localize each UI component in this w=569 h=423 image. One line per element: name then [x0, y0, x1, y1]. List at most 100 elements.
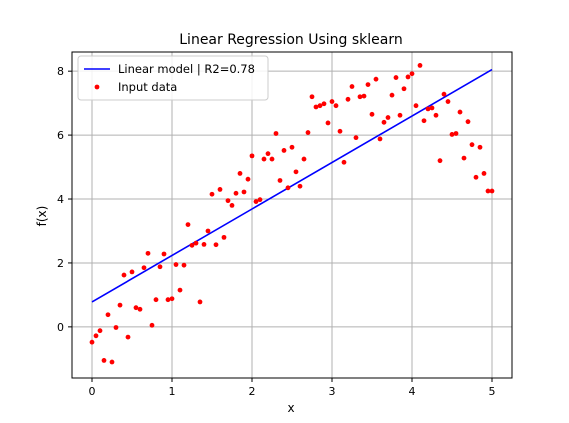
data-point: [121, 272, 127, 278]
data-point: [461, 155, 467, 161]
x-tick-label: 1: [169, 385, 176, 398]
data-point: [305, 130, 311, 135]
data-point: [169, 296, 175, 302]
chart-title: Linear Regression Using sklearn: [179, 32, 403, 48]
axis-ticks: 0 1 2 3 4 5 0 2 4 6 8: [57, 65, 496, 398]
data-point: [157, 264, 163, 270]
data-point: [429, 105, 435, 111]
data-point: [181, 262, 187, 268]
data-point: [449, 132, 455, 137]
data-point: [445, 99, 451, 104]
data-point: [457, 109, 463, 115]
data-point: [441, 91, 447, 97]
data-point: [217, 187, 223, 192]
data-point: [209, 191, 215, 197]
data-point: [385, 115, 391, 120]
data-point: [277, 178, 283, 183]
y-tick-label: 6: [57, 129, 64, 142]
data-point: [289, 144, 295, 150]
data-point: [269, 156, 275, 162]
data-point: [453, 131, 459, 136]
data-point: [353, 135, 359, 141]
data-point: [473, 174, 479, 180]
data-point: [145, 250, 151, 256]
data-point: [481, 171, 487, 176]
x-axis-label: x: [287, 401, 294, 415]
data-point: [205, 228, 211, 234]
data-point: [301, 156, 307, 162]
data-point: [189, 242, 195, 248]
data-point: [165, 297, 171, 303]
data-point: [245, 176, 251, 182]
data-point: [465, 119, 471, 125]
data-point: [105, 312, 111, 318]
data-point: [297, 183, 303, 189]
data-point: [137, 306, 143, 312]
data-point: [397, 112, 403, 118]
data-point: [369, 111, 375, 117]
data-point: [201, 242, 207, 247]
data-point: [237, 171, 243, 176]
data-point: [389, 92, 395, 98]
data-point: [281, 148, 287, 153]
legend-label: Input data: [118, 80, 177, 94]
data-point: [329, 99, 335, 104]
data-point: [401, 86, 407, 92]
data-point: [317, 103, 323, 109]
data-point: [381, 119, 387, 125]
data-point: [437, 158, 443, 164]
data-point: [325, 120, 331, 126]
data-point: [149, 322, 155, 328]
data-point: [97, 328, 103, 334]
data-point: [489, 188, 495, 194]
data-point: [221, 234, 227, 240]
data-point: [321, 101, 327, 107]
data-point: [293, 169, 299, 175]
data-point: [285, 185, 291, 191]
data-point: [405, 74, 411, 80]
data-point: [469, 142, 475, 148]
data-point: [193, 240, 199, 246]
data-point: [409, 71, 415, 77]
data-point: [309, 94, 315, 100]
data-point: [341, 159, 347, 165]
x-tick-label: 5: [489, 385, 496, 398]
x-tick-label: 4: [409, 385, 416, 398]
plot-frame: [71, 51, 513, 379]
regression-line-layer: [91, 68, 493, 303]
data-point: [177, 287, 183, 293]
data-point: [477, 144, 483, 150]
data-point: [373, 76, 379, 82]
y-axis-label: f(x): [35, 206, 49, 227]
data-point: [161, 251, 167, 257]
y-tick-label: 4: [57, 193, 64, 206]
legend-box: [77, 55, 269, 101]
data-point: [313, 104, 319, 110]
x-tick-label: 3: [329, 385, 336, 398]
data-point: [117, 302, 123, 308]
data-point: [253, 199, 259, 204]
data-point: [229, 203, 235, 208]
data-point: [265, 151, 271, 157]
data-point: [129, 269, 135, 275]
data-point: [89, 339, 95, 345]
data-point: [233, 190, 239, 196]
legend: Linear model | R2=0.78 Input data: [77, 55, 269, 101]
regression-line: [91, 68, 493, 303]
data-point: [393, 75, 399, 80]
data-point: [173, 262, 179, 267]
data-point: [425, 106, 431, 112]
data-point: [241, 189, 247, 195]
data-point: [113, 325, 119, 330]
data-point: [185, 222, 191, 227]
data-point: [125, 334, 131, 340]
data-point: [377, 136, 383, 142]
data-point: [101, 358, 107, 363]
data-point: [349, 84, 355, 89]
data-points-layer: [89, 63, 495, 365]
data-point: [141, 265, 147, 271]
data-point: [249, 153, 255, 159]
data-point: [421, 118, 427, 124]
data-point: [273, 131, 279, 136]
